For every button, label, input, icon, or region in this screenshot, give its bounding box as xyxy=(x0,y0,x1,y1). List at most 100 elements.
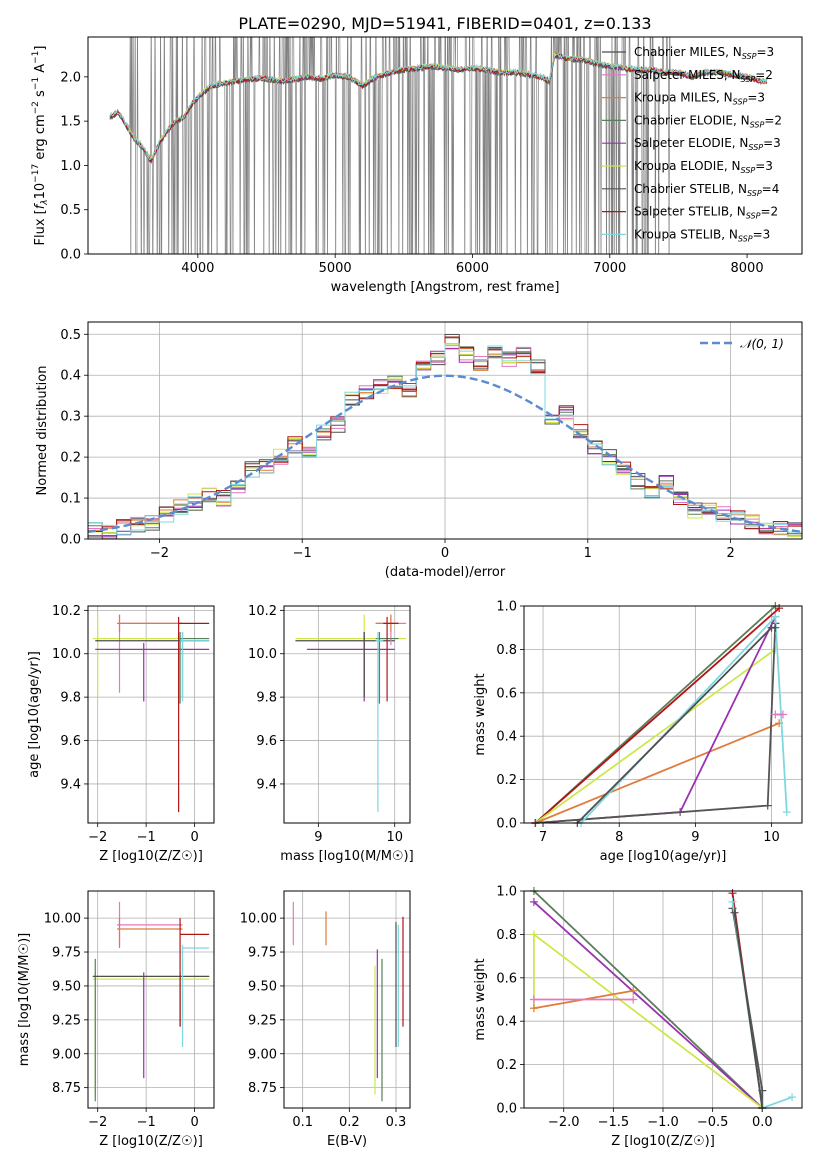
x-tick-label: −1 xyxy=(137,830,156,845)
y-tick-label: 9.8 xyxy=(60,691,81,706)
y-tick-label: 1.0 xyxy=(496,885,517,900)
y-tick-label: 0.2 xyxy=(60,451,81,466)
y-tick-label: 10.2 xyxy=(52,604,81,619)
x-tick-label: 0 xyxy=(190,830,198,845)
x-axis-label: E(B-V) xyxy=(327,1134,367,1149)
legend-label: Kroupa STELIB, NSSP=3 xyxy=(634,227,770,243)
x-tick-label: 4000 xyxy=(181,261,214,276)
axes-frame xyxy=(523,890,803,1109)
mass-weight-marker xyxy=(529,897,538,906)
x-axis-label: Z [log10(Z/Z☉)] xyxy=(99,849,203,864)
y-tick-label: 0.0 xyxy=(60,533,81,548)
x-tick-label: 6000 xyxy=(456,261,489,276)
y-tick-label: 9.25 xyxy=(248,1013,277,1028)
mass-weight-marker xyxy=(629,986,638,995)
mass-weight-marker xyxy=(629,995,638,1004)
legend-label: 𝒩(0, 1) xyxy=(740,337,784,351)
y-tick-label: 0.5 xyxy=(60,328,81,343)
y-tick-label: 0.3 xyxy=(60,410,81,425)
axes-frame xyxy=(283,890,411,1109)
x-tick-label: 0 xyxy=(441,546,449,561)
y-tick-label: 0.8 xyxy=(496,928,517,943)
y-axis-label: mass [log10(M/M☉)] xyxy=(17,933,32,1066)
y-axis-label: Normed distribution xyxy=(35,366,50,496)
residual-histogram xyxy=(88,343,802,535)
x-axis-label: Z [log10(Z/Z☉)] xyxy=(99,1134,203,1149)
x-tick-label: 7 xyxy=(539,830,547,845)
y-tick-label: 9.25 xyxy=(52,1013,81,1028)
mass-weight-vs-metallicity-panel: −2.0 −1.5 −1.0 −0.5 0.0 0.0 0.2 0.4 0.6 0.8 1.0 Z [… xyxy=(473,885,803,1149)
y-tick-label: 9.50 xyxy=(248,979,277,994)
y-tick-label: 8.75 xyxy=(52,1081,81,1096)
mass-weight-marker xyxy=(771,612,780,621)
mass-weight-marker xyxy=(529,1004,538,1013)
y-tick-label: 9.4 xyxy=(60,777,81,792)
y-tick-label: 0.4 xyxy=(496,730,517,745)
x-axis-label: age [log10(age/yr)] xyxy=(600,849,727,864)
y-axis-label: mass weight xyxy=(473,958,488,1040)
x-tick-label: −2.0 xyxy=(548,1115,580,1130)
x-tick-label: −1 xyxy=(137,1115,156,1130)
mass-weight-line xyxy=(535,623,777,823)
y-tick-label: 9.50 xyxy=(52,979,81,994)
x-tick-label: 1 xyxy=(584,546,592,561)
x-tick-label: −0.5 xyxy=(697,1115,729,1130)
mass-weight-marker xyxy=(730,908,739,917)
x-axis-label: Z [log10(Z/Z☉)] xyxy=(611,1134,715,1149)
y-tick-label: 0.5 xyxy=(60,203,81,218)
y-tick-label: 0.0 xyxy=(496,817,517,832)
x-tick-label: −2 xyxy=(88,1115,107,1130)
legend-label: Chabrier STELIB, NSSP=4 xyxy=(634,182,779,198)
mass-weight-marker xyxy=(771,710,780,719)
mass-weight-marker xyxy=(728,897,737,906)
x-tick-label: −2 xyxy=(150,546,169,561)
y-tick-label: 9.8 xyxy=(256,691,277,706)
mass-weight-line xyxy=(533,891,763,1108)
x-tick-label: 9 xyxy=(314,830,322,845)
y-axis-label: mass weight xyxy=(473,673,488,755)
y-tick-label: 0.1 xyxy=(60,492,81,507)
axes-frame xyxy=(87,36,803,255)
y-axis-label: age [log10(age/yr)] xyxy=(27,651,42,778)
mass-weight-marker xyxy=(778,710,787,719)
mass-weight-marker xyxy=(788,1093,797,1102)
y-tick-label: 9.6 xyxy=(60,734,81,749)
mass-weight-line xyxy=(733,912,764,1108)
x-tick-label: −2 xyxy=(88,830,107,845)
legend-label: Salpeter MILES, NSSP=2 xyxy=(634,68,773,84)
y-tick-label: 0.2 xyxy=(496,1058,517,1073)
legend-label: Salpeter ELODIE, NSSP=3 xyxy=(634,136,781,152)
mass-vs-ebv-panel: 0.1 0.2 0.3 8.75 9.00 9.25 9.50 9.75 10.00 E(B-V) xyxy=(240,890,411,1149)
x-tick-label: −1 xyxy=(293,546,312,561)
x-axis-label: (data-model)/error xyxy=(385,565,506,580)
y-tick-label: 1.0 xyxy=(60,159,81,174)
x-tick-label: 10 xyxy=(763,830,780,845)
axes-frame xyxy=(283,605,411,824)
age-vs-mass-panel: 9 10 9.4 9.6 9.8 10.0 10.2 mass [log10(M/M☉)] xyxy=(248,604,414,864)
y-tick-label: 1.5 xyxy=(60,115,81,130)
axes-frame xyxy=(87,605,215,824)
x-tick-label: 7000 xyxy=(593,261,626,276)
legend-label: Chabrier MILES, NSSP=3 xyxy=(634,45,774,61)
spectrum-panel: 4000 5000 6000 7000 8000 0.0 0.5 1.0 1.5 2.0 wavel… xyxy=(31,36,803,295)
y-tick-label: 10.0 xyxy=(52,647,81,662)
x-tick-label: 5000 xyxy=(319,261,352,276)
y-tick-label: 0.0 xyxy=(496,1102,517,1117)
y-tick-label: 8.75 xyxy=(248,1081,277,1096)
legend-label: Salpeter STELIB, NSSP=2 xyxy=(634,205,778,221)
x-tick-label: 8 xyxy=(615,830,623,845)
mass-weight-marker xyxy=(782,808,791,817)
y-tick-label: 10.2 xyxy=(248,604,277,619)
y-tick-label: 9.75 xyxy=(248,946,277,961)
y-tick-label: 0.6 xyxy=(496,971,517,986)
mass-weight-line xyxy=(533,901,763,1108)
y-tick-label: 0.6 xyxy=(496,686,517,701)
residuals-panel: −2 −1 0 1 2 0.0 0.1 0.2 0.3 0.4 0.5 (data-model)/er… xyxy=(35,321,803,580)
mass-weight-line xyxy=(535,722,780,823)
x-tick-label: 2 xyxy=(726,546,734,561)
mass-vs-metallicity-panel: −2 −1 0 8.75 9.00 9.25 9.50 9.75 10.00 Z [log10(Z… xyxy=(17,890,215,1149)
model-spectrum-line xyxy=(109,53,768,161)
y-tick-label: 9.00 xyxy=(248,1047,277,1062)
axes-frame xyxy=(87,321,803,540)
x-tick-label: 0.2 xyxy=(339,1115,360,1130)
